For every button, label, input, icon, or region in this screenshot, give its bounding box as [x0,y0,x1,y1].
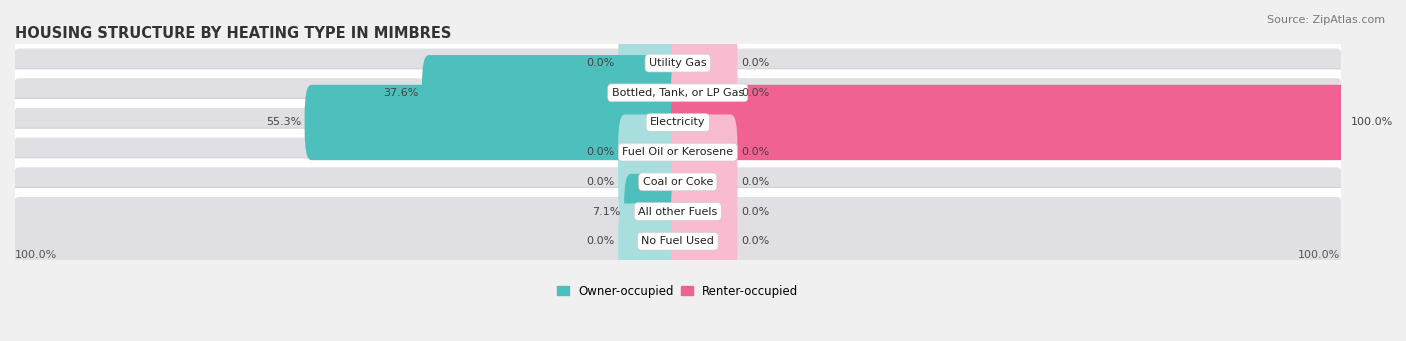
Text: Bottled, Tank, or LP Gas: Bottled, Tank, or LP Gas [612,88,744,98]
Text: 0.0%: 0.0% [741,58,769,68]
FancyBboxPatch shape [6,10,1351,117]
Text: 0.0%: 0.0% [586,147,614,157]
FancyBboxPatch shape [422,55,685,131]
Text: 0.0%: 0.0% [741,177,769,187]
Text: 0.0%: 0.0% [741,236,769,246]
FancyBboxPatch shape [6,128,1351,236]
FancyBboxPatch shape [305,85,685,160]
Text: 0.0%: 0.0% [741,207,769,217]
Text: Coal or Coke: Coal or Coke [643,177,713,187]
FancyBboxPatch shape [10,78,1346,167]
Text: 0.0%: 0.0% [741,147,769,157]
Text: HOUSING STRUCTURE BY HEATING TYPE IN MIMBRES: HOUSING STRUCTURE BY HEATING TYPE IN MIM… [15,26,451,41]
FancyBboxPatch shape [10,138,1346,226]
Text: Utility Gas: Utility Gas [650,58,707,68]
FancyBboxPatch shape [10,19,1346,107]
Text: Electricity: Electricity [650,118,706,128]
Text: 100.0%: 100.0% [15,250,58,260]
FancyBboxPatch shape [624,174,685,249]
Text: 0.0%: 0.0% [586,236,614,246]
Text: 0.0%: 0.0% [586,58,614,68]
FancyBboxPatch shape [10,167,1346,256]
Text: All other Fuels: All other Fuels [638,207,717,217]
FancyBboxPatch shape [671,144,737,220]
FancyBboxPatch shape [619,204,685,279]
FancyBboxPatch shape [10,48,1346,137]
FancyBboxPatch shape [6,69,1351,176]
FancyBboxPatch shape [671,26,737,101]
Text: 0.0%: 0.0% [586,177,614,187]
Text: 55.3%: 55.3% [266,118,301,128]
FancyBboxPatch shape [6,158,1351,265]
Text: 37.6%: 37.6% [384,88,419,98]
FancyBboxPatch shape [619,26,685,101]
FancyBboxPatch shape [671,204,737,279]
FancyBboxPatch shape [671,115,737,190]
FancyBboxPatch shape [10,108,1346,196]
FancyBboxPatch shape [619,115,685,190]
Text: 7.1%: 7.1% [592,207,621,217]
Text: 100.0%: 100.0% [1298,250,1340,260]
Text: 100.0%: 100.0% [1351,118,1393,128]
Text: No Fuel Used: No Fuel Used [641,236,714,246]
FancyBboxPatch shape [671,85,1347,160]
FancyBboxPatch shape [10,197,1346,285]
FancyBboxPatch shape [671,55,737,131]
FancyBboxPatch shape [6,188,1351,295]
Text: Source: ZipAtlas.com: Source: ZipAtlas.com [1267,15,1385,25]
Text: 0.0%: 0.0% [741,88,769,98]
FancyBboxPatch shape [619,144,685,220]
Text: Fuel Oil or Kerosene: Fuel Oil or Kerosene [623,147,734,157]
FancyBboxPatch shape [6,99,1351,206]
Legend: Owner-occupied, Renter-occupied: Owner-occupied, Renter-occupied [553,280,803,302]
FancyBboxPatch shape [671,174,737,249]
FancyBboxPatch shape [6,39,1351,147]
